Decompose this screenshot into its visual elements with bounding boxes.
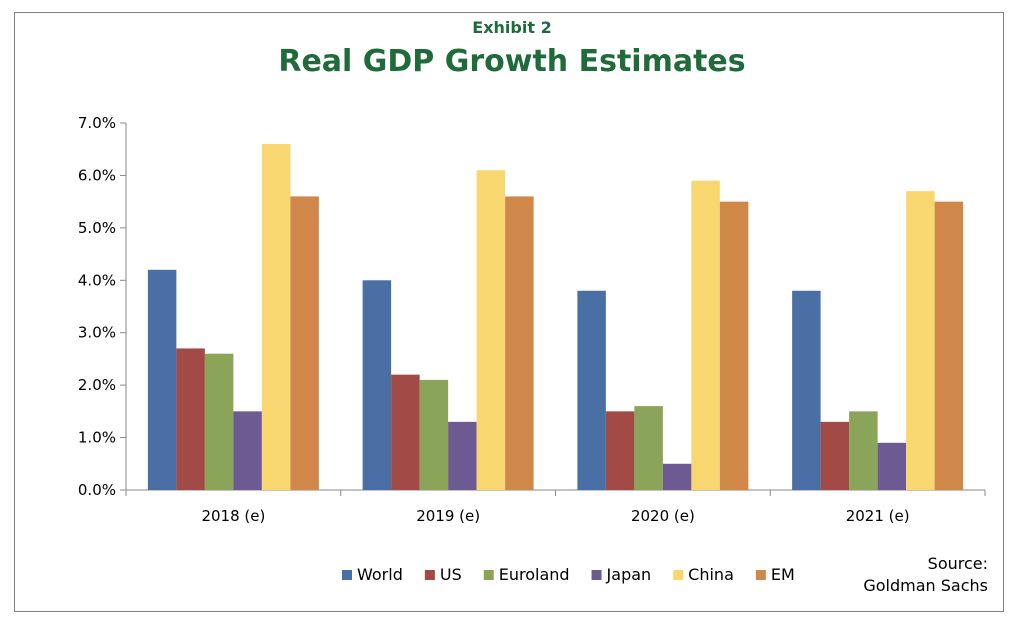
bar-world-3 [577,290,606,490]
x-tick-label: 2020 (e) [631,507,695,525]
bar-world-1 [147,269,177,490]
legend-label-euroland: Euroland [499,565,570,584]
y-tick-label: 0.0% [78,481,116,499]
legend-label-china: China [688,565,734,584]
bar-euroland-3 [634,406,663,490]
bar-japan-4 [877,442,907,490]
y-tick-label: 6.0% [78,166,116,184]
legend-swatch-em [755,570,766,580]
legend-label-japan: Japan [606,565,652,584]
bar-japan-3 [662,463,692,490]
bar-china-2 [476,170,506,490]
x-tick-label: 2018 (e) [201,507,265,525]
legend-swatch-euroland [483,570,494,580]
y-tick-label: 1.0% [78,429,116,447]
legend-swatch-china [673,570,684,580]
bar-em-2 [505,196,534,490]
bar-euroland-2 [419,379,449,490]
legend-swatch-world [342,570,352,580]
legend-label-em: EM [771,565,795,584]
y-tick-label: 5.0% [78,219,116,237]
bar-euroland-4 [849,411,878,490]
x-tick-label: 2021 (e) [846,507,910,525]
y-tick-label: 2.0% [78,376,116,394]
bar-em-4 [934,201,964,490]
bar-em-3 [719,201,749,490]
legend-label-world: World [357,565,403,584]
bar-china-3 [691,180,720,490]
source-label: Source: [927,554,988,573]
legend-label-us: US [440,565,462,584]
bar-us-4 [820,421,850,490]
bar-us-1 [176,348,205,490]
chart-title: Real GDP Growth Estimates [278,44,746,79]
y-tick-label: 7.0% [78,114,116,132]
bar-euroland-1 [204,353,234,490]
legend-swatch-japan [591,570,602,580]
exhibit-label: Exhibit 2 [472,18,552,37]
bar-us-3 [605,411,635,490]
x-tick-label: 2019 (e) [416,507,480,525]
bar-japan-2 [448,421,477,490]
bar-china-1 [261,143,291,490]
source-note: Source: Goldman Sachs [863,553,988,597]
y-tick-label: 4.0% [78,271,116,289]
y-tick-label: 3.0% [78,324,116,342]
bar-em-1 [290,196,319,490]
bar-china-4 [906,191,935,490]
bar-world-4 [792,290,821,490]
legend-swatch-us [424,570,435,580]
source-name: Goldman Sachs [863,576,988,595]
bar-world-2 [362,280,392,490]
bar-japan-1 [233,411,262,490]
bar-us-2 [391,374,420,490]
